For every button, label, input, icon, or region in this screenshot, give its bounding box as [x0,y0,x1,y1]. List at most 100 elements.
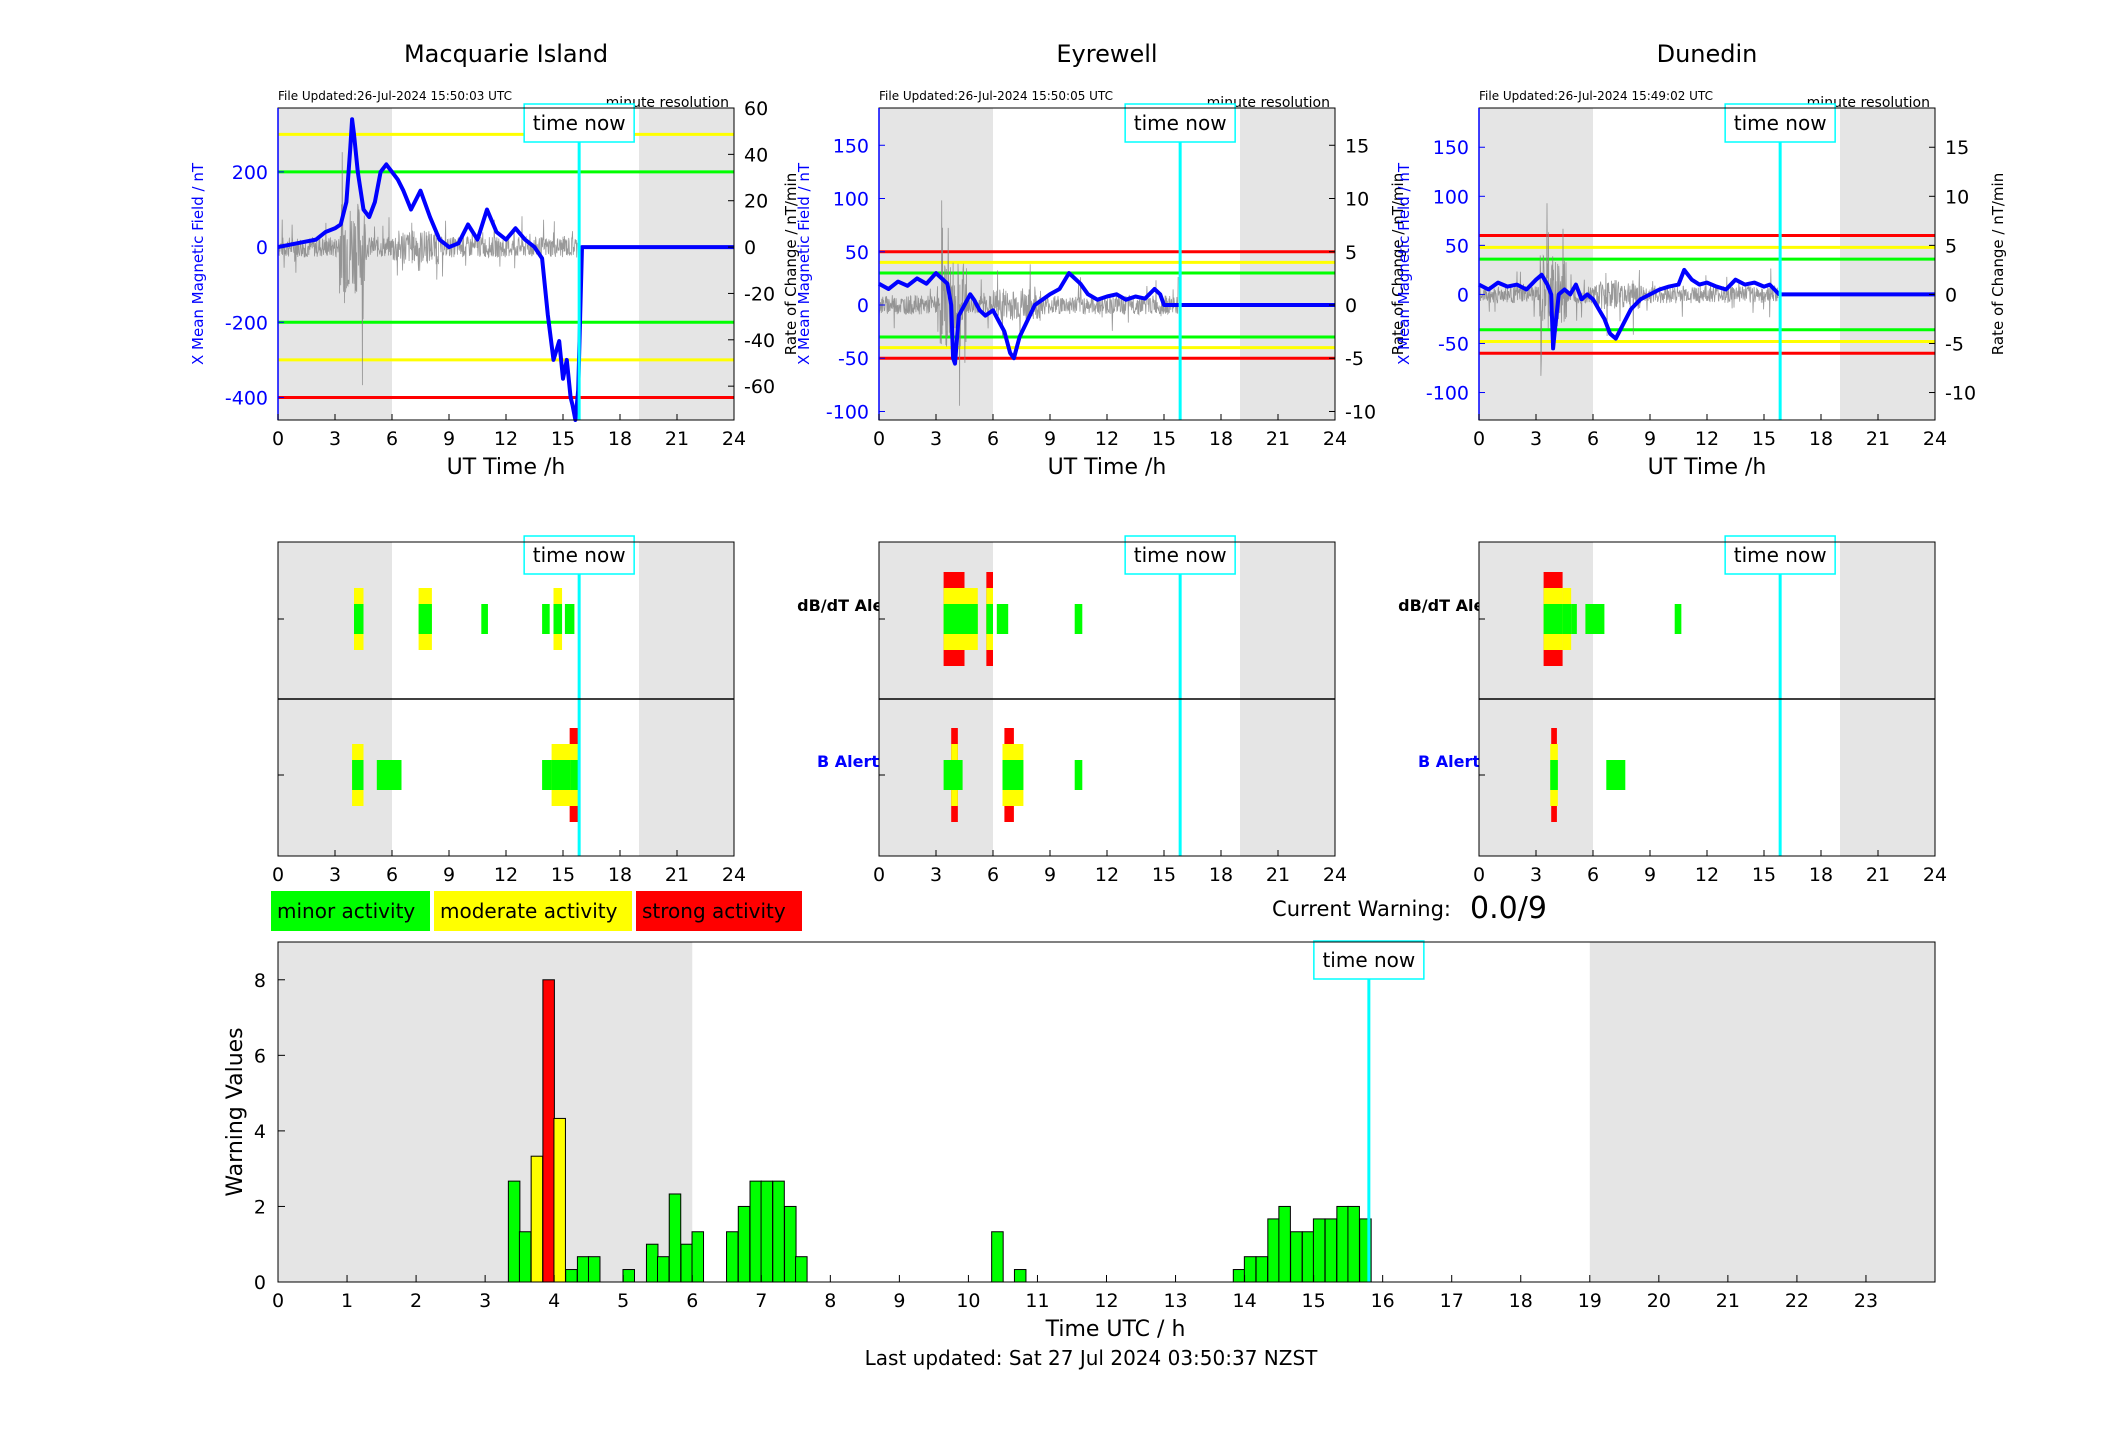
x-tick-label: 6 [686,1290,698,1312]
warning-bar [1232,1269,1246,1283]
x-tick-label: 10 [956,1290,980,1312]
x-tick-label: 6 [987,864,999,886]
right-y-tick-label: -10 [1345,401,1376,423]
alert-bar-dbdt-minor [481,604,488,634]
time-now-label: time now [1734,111,1827,135]
warning-bar [1336,1205,1349,1283]
left-y-tick-label: -100 [1426,383,1469,405]
warning-bar [1013,1269,1027,1283]
right-y-tick-label: -40 [744,330,775,352]
resolution-label: minute resolution [1207,95,1330,111]
right-y-tick-label: -10 [1945,383,1976,405]
activity-legend: minor activity moderate activity strong ac… [271,891,802,931]
y-tick-label: 6 [254,1045,266,1067]
time-now-label: time now [1134,111,1227,135]
x-tick-label: 7 [755,1290,767,1312]
warning-bar [760,1180,774,1283]
left-y-tick-label: 0 [1457,284,1469,306]
x-tick-label: 22 [1785,1290,1809,1312]
alert-bar-inner-minor [964,604,978,634]
time-now-label: time now [1734,543,1827,567]
x-tick-label: 0 [1473,428,1485,450]
x-tick-label: 23 [1854,1290,1878,1312]
right-y-tick-label: 20 [744,191,768,213]
time-now-marker: time now [523,103,635,143]
time-now-marker: time now [1724,103,1836,143]
x-tick-label: 3 [329,864,341,886]
resolution-label: minute resolution [1807,95,1930,111]
right-y-axis-label: Rate of Change / nT/min [782,173,800,355]
x-tick-label: 21 [665,864,689,886]
x-tick-label: 11 [1025,1290,1049,1312]
night-shading [278,108,392,420]
x-tick-label: 3 [329,428,341,450]
warning-bar [645,1243,659,1283]
x-tick-label: 12 [1095,864,1119,886]
right-y-tick-label: 40 [744,144,768,166]
left-y-axis-label: X Mean Magnetic Field / nT [189,162,207,365]
alert-bar-inner-minor [352,760,364,790]
warning-bar [1278,1205,1291,1283]
warning-bar [1324,1218,1338,1283]
x-tick-label: 24 [1923,428,1947,450]
left-y-tick-label: -50 [1438,333,1469,355]
station-title: Macquarie Island [404,40,608,68]
x-tick-label: 20 [1647,1290,1671,1312]
x-tick-label: 2 [410,1290,422,1312]
left-y-tick-label: 50 [845,242,869,264]
x-tick-label: 15 [1752,428,1776,450]
x-tick-label: 18 [1209,428,1233,450]
x-tick-label: 19 [1578,1290,1602,1312]
right-y-tick-label: 10 [1945,186,1969,208]
alert-bar-dbdt-minor [996,604,1009,634]
left-y-tick-label: -50 [838,348,869,370]
x-tick-label: 15 [1752,864,1776,886]
alert-bar-dbdt-minor [1585,604,1605,634]
night-shading [1240,108,1335,420]
right-y-tick-label: 0 [1345,295,1357,317]
left-y-axis-label: X Mean Magnetic Field / nT [1395,162,1413,365]
warning-bar [553,1117,566,1283]
station-panel-2: Dunedin File Updated:26-Jul-2024 15:49:02… [1395,40,2007,886]
alert-bar-inner-minor [1543,604,1563,634]
x-axis-label: UT Time /h [1648,455,1767,480]
warning-bar [1267,1218,1280,1283]
x-tick-label: 9 [1044,864,1056,886]
x-tick-label: 24 [1923,864,1947,886]
warning-bar [656,1256,670,1283]
x-tick-label: 13 [1163,1290,1187,1312]
legend-swatch-strong [636,891,802,931]
x-tick-label: 0 [272,1290,284,1312]
left-y-tick-label: 100 [1433,186,1469,208]
alert-bar-inner-minor [1002,760,1024,790]
night-shading [639,108,734,420]
left-y-tick-label: -400 [225,387,268,409]
alert-bar-dbdt-minor [564,604,575,634]
alert-bar-inner-minor [551,760,571,790]
x-axis-label: Time UTC / h [1045,1317,1186,1342]
warning-bar [1290,1231,1303,1283]
x-tick-label: 6 [1587,428,1599,450]
x-tick-label: 0 [1473,864,1485,886]
x-tick-label: 14 [1232,1290,1256,1312]
x-tick-label: 15 [551,864,575,886]
legend-swatch-moderate [434,891,632,931]
warning-bar [1301,1231,1315,1283]
current-warning-label: Current Warning: [1272,897,1451,921]
night-shading [1840,108,1935,420]
time-now-box [1724,103,1836,143]
station-panel-1: Eyrewell File Updated:26-Jul-2024 15:50:0… [795,40,1500,886]
alert-bar-inner-minor [1550,760,1558,790]
alert-bar-b-minor [376,760,402,790]
x-tick-label: 9 [443,864,455,886]
resolution-label: minute resolution [606,95,729,111]
warning-bar [587,1256,601,1283]
x-tick-label: 6 [1587,864,1599,886]
warning-bar [1347,1205,1360,1283]
time-now-label: time now [533,111,626,135]
x-tick-label: 21 [1266,864,1290,886]
x-tick-label: 3 [1530,428,1542,450]
time-now-marker: time now [1313,940,1425,980]
last-updated-footer: Last updated: Sat 27 Jul 2024 03:50:37 N… [865,1346,1319,1370]
